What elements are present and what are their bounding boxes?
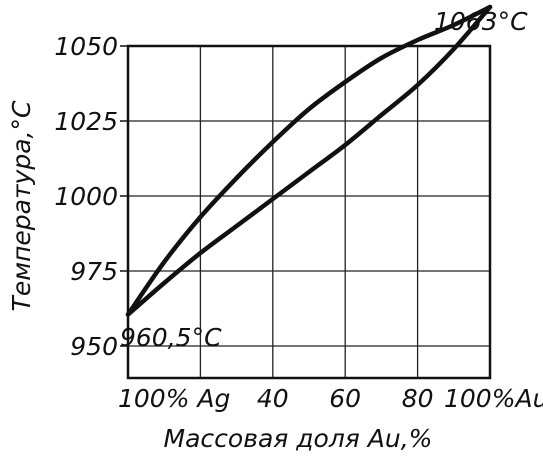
solidus-curve (125, 4, 493, 317)
x-tick-label: 100% Ag (118, 384, 230, 413)
tick-labels: 950 975 1000 1025 1050 100% Ag 40 60 80 100%Au (54, 32, 543, 413)
x-tick-label: 100%Au (444, 384, 543, 413)
liquidus-curve (125, 4, 493, 317)
annotations: 960,5°С 1063°С (120, 7, 528, 352)
grid (128, 46, 490, 378)
x-axis-label: Массовая доля Au,% (164, 424, 433, 453)
x-tick-label: 80 (402, 384, 434, 413)
y-tick-label: 975 (70, 257, 118, 286)
annotation-melting-ag: 960,5°С (120, 323, 222, 352)
y-tick-label: 1000 (54, 182, 118, 211)
y-tick-label: 1050 (54, 32, 118, 61)
y-axis-label: Температура,°С (7, 100, 36, 311)
series-layer (125, 4, 493, 317)
annotation-melting-au: 1063°С (434, 7, 528, 36)
y-tick-label: 1025 (54, 107, 118, 136)
x-tick-label: 60 (329, 384, 361, 413)
plot-frame (126, 44, 492, 380)
y-tick-label: 950 (70, 332, 118, 361)
x-tick-label: 40 (257, 384, 289, 413)
